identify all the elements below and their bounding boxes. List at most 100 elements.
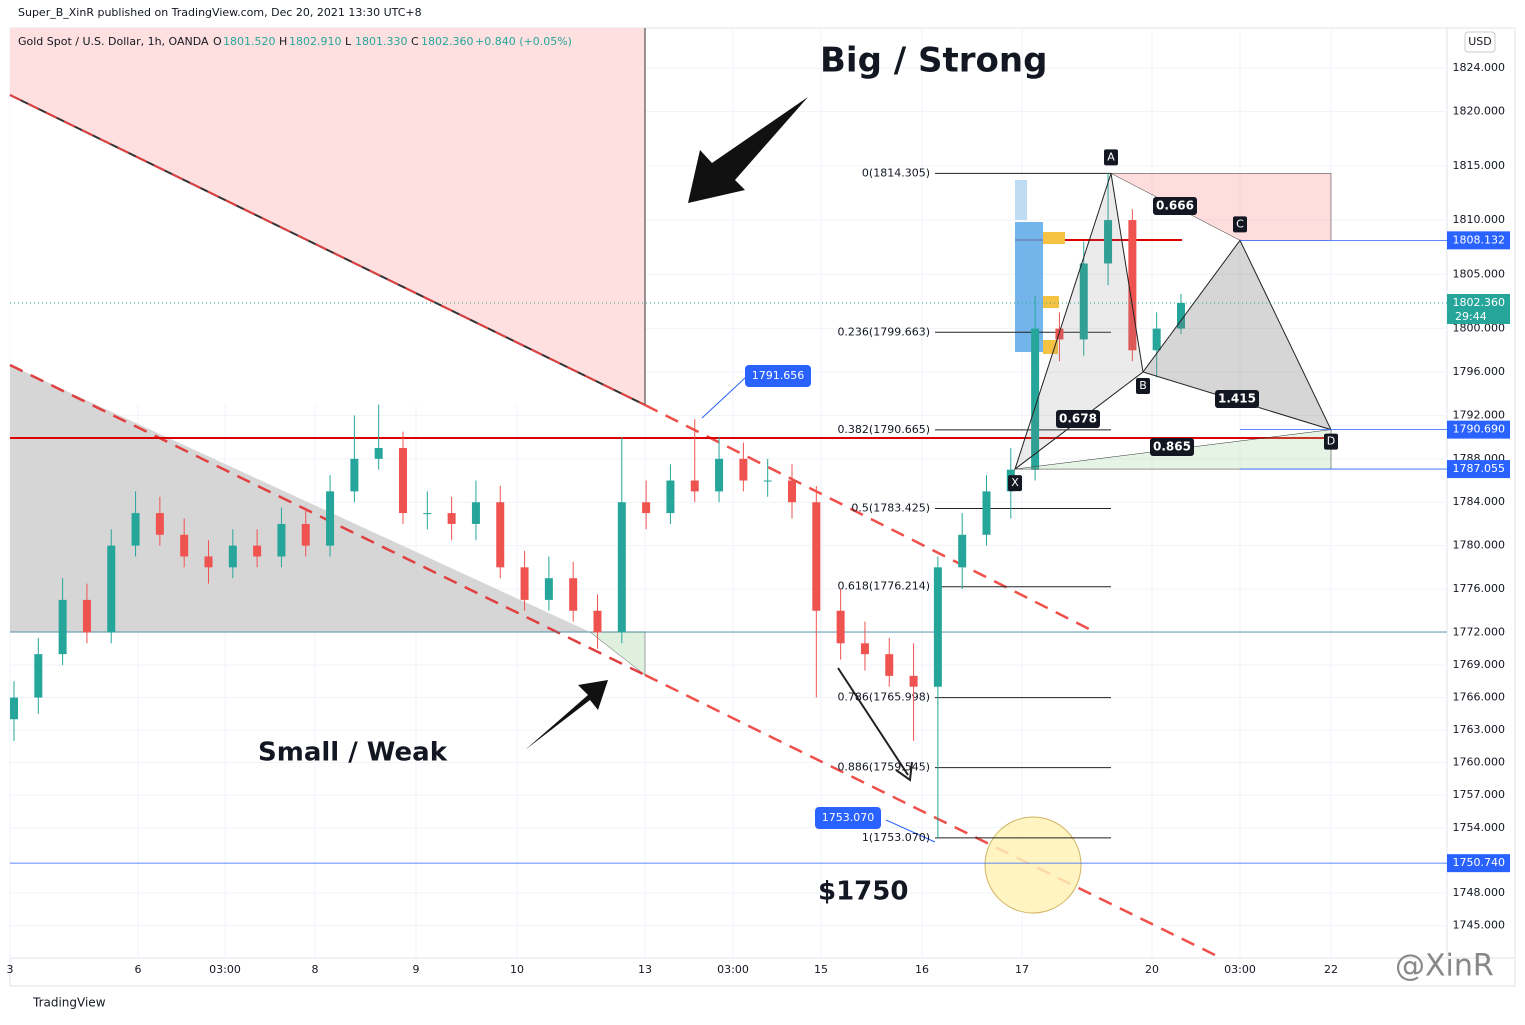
candle-body bbox=[1177, 302, 1185, 329]
ohlc-value: 1801.520 bbox=[223, 35, 276, 48]
last-price-tag bbox=[1447, 293, 1510, 324]
ohlc-key: L bbox=[345, 35, 352, 48]
currency: USD bbox=[1468, 35, 1492, 48]
candle-body bbox=[1055, 328, 1064, 340]
candle-body bbox=[10, 697, 18, 720]
harmonic-marker bbox=[1104, 149, 1118, 166]
x-tick-label: 20 bbox=[1145, 963, 1159, 976]
price-tag bbox=[815, 807, 881, 829]
fib-label: 0.786(1765.998) bbox=[837, 691, 930, 704]
candle-body bbox=[958, 534, 967, 568]
candle-body bbox=[909, 675, 918, 687]
ohlc-value: 1802.910 bbox=[289, 35, 342, 48]
candle-body bbox=[763, 480, 772, 482]
harmonic-label: B bbox=[1139, 379, 1147, 392]
watermark: @XinR bbox=[1395, 949, 1494, 984]
y-tick-label: 1754.000 bbox=[1453, 821, 1506, 834]
arrow-big bbox=[688, 97, 808, 203]
vp-bar bbox=[1015, 180, 1027, 220]
tag-leader bbox=[885, 819, 936, 843]
y-tick-label: 1780.000 bbox=[1453, 539, 1506, 552]
candle-body bbox=[496, 502, 505, 568]
vp-bar bbox=[1043, 232, 1065, 244]
ratio-label: 0.678 bbox=[1059, 412, 1097, 426]
y-tick-label: 1784.000 bbox=[1453, 495, 1506, 508]
ohlc-key: O bbox=[213, 35, 222, 48]
candle-body bbox=[788, 480, 796, 503]
candle-body bbox=[155, 513, 164, 535]
grey-zone bbox=[10, 365, 590, 632]
y-tick-label: 1745.000 bbox=[1453, 918, 1506, 931]
annotation: $1750 bbox=[818, 877, 908, 907]
candle-body bbox=[253, 545, 262, 557]
y-tick-label: 1824.000 bbox=[1453, 61, 1506, 74]
axis-tag-label: 1787.055 bbox=[1453, 462, 1506, 475]
candle-body bbox=[58, 599, 67, 655]
y-tick-label: 1763.000 bbox=[1453, 723, 1506, 736]
x-tick-label: 6 bbox=[135, 963, 142, 976]
candle-body bbox=[569, 578, 578, 611]
candle-body bbox=[860, 643, 869, 655]
y-tick-label: 1800.000 bbox=[1453, 322, 1506, 335]
vp-bar bbox=[1043, 340, 1058, 354]
ratio-label: 0.865 bbox=[1153, 440, 1191, 454]
y-tick-label: 1796.000 bbox=[1453, 365, 1506, 378]
candle-body bbox=[885, 654, 894, 676]
ratio-box bbox=[1056, 410, 1100, 428]
candle-body bbox=[812, 502, 821, 611]
candle-body bbox=[374, 447, 383, 459]
axis-tag bbox=[1447, 420, 1510, 439]
change: +0.840 (+0.05%) bbox=[475, 35, 572, 48]
price-tag-label: 1753.070 bbox=[822, 811, 875, 824]
fib-label: 1(1753.070) bbox=[862, 831, 930, 844]
y-tick-label: 1820.000 bbox=[1453, 105, 1506, 118]
fib-label: 0.618(1776.214) bbox=[837, 580, 930, 593]
candle-body bbox=[399, 447, 407, 514]
ohlc-key: H bbox=[279, 35, 287, 48]
candle-body bbox=[1152, 328, 1161, 351]
candle-body bbox=[593, 610, 602, 633]
candle-body bbox=[447, 513, 456, 524]
y-tick-label: 1776.000 bbox=[1453, 582, 1506, 595]
tag-leader bbox=[701, 377, 746, 419]
ratio-box bbox=[1215, 390, 1259, 408]
x-tick-label: 8 bbox=[312, 963, 319, 976]
trend-line-lower-ext bbox=[644, 673, 1216, 957]
symbol: Gold Spot / U.S. Dollar, 1h, OANDA bbox=[18, 35, 209, 48]
candle-body bbox=[739, 458, 748, 481]
trend-line-ext bbox=[644, 403, 1096, 634]
ratio-box bbox=[1153, 197, 1197, 215]
trend-line-dash bbox=[9, 94, 646, 406]
axis-tag bbox=[1447, 460, 1510, 479]
candle-body bbox=[326, 491, 335, 546]
countdown: 29:44 bbox=[1455, 310, 1487, 323]
y-tick-label: 1810.000 bbox=[1453, 213, 1506, 226]
x-tick-label: 10 bbox=[510, 963, 524, 976]
candle-body bbox=[82, 599, 91, 633]
ratio-label: 0.666 bbox=[1156, 199, 1194, 213]
candle-body bbox=[423, 513, 432, 515]
candle-body bbox=[34, 654, 43, 698]
axis-tag-label: 1790.690 bbox=[1453, 423, 1506, 436]
harmonic-marker bbox=[1233, 216, 1247, 233]
x-tick-label: 3 bbox=[7, 963, 14, 976]
x-tick-label: 9 bbox=[413, 963, 420, 976]
y-tick-label: 1815.000 bbox=[1453, 159, 1506, 172]
candle-body bbox=[107, 545, 116, 633]
x-tick-label: 16 bbox=[915, 963, 929, 976]
price-tag-label: 1791.656 bbox=[752, 369, 805, 382]
y-tick-label: 1772.000 bbox=[1453, 625, 1506, 638]
fib-label: 0.5(1783.425) bbox=[851, 501, 930, 514]
annotation: Big / Strong bbox=[820, 41, 1047, 81]
ohlc-value: 1802.360 bbox=[421, 35, 474, 48]
harmonic-label: A bbox=[1107, 150, 1115, 163]
price-tag bbox=[745, 365, 811, 387]
y-tick-label: 1766.000 bbox=[1453, 691, 1506, 704]
x-tick-label: 15 bbox=[814, 963, 828, 976]
ratio-label: 1.415 bbox=[1218, 392, 1256, 406]
harmonic-label: D bbox=[1327, 435, 1335, 448]
candle-body bbox=[204, 556, 213, 568]
arrow-small bbox=[525, 680, 608, 750]
y-tick-label: 1757.000 bbox=[1453, 788, 1506, 801]
fib-label: 0.886(1759.545) bbox=[837, 761, 930, 774]
